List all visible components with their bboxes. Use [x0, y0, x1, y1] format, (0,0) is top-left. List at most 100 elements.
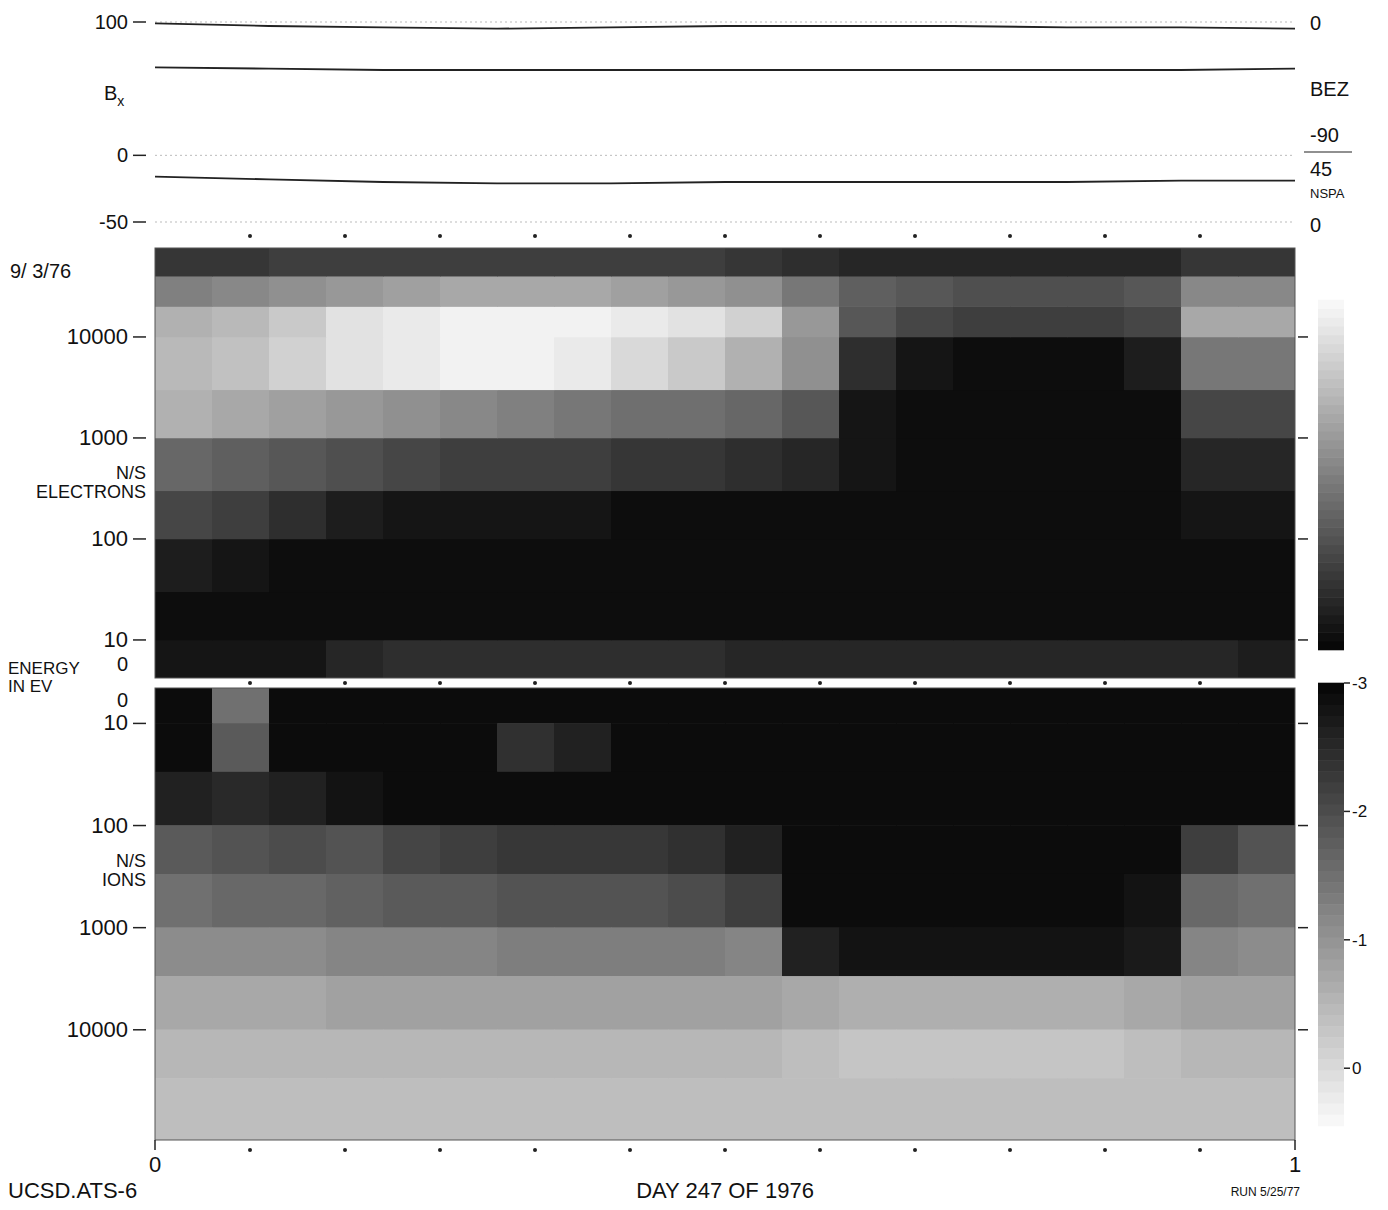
axis-title: DAY 247 OF 1976: [636, 1178, 814, 1203]
heat-cell: [497, 276, 555, 307]
heat-cell: [440, 927, 498, 976]
heat-cell: [782, 248, 840, 276]
heat-cell: [1181, 438, 1239, 491]
colorbar-step: [1318, 588, 1344, 597]
heat-cell: [1124, 688, 1182, 724]
colorbar-step: [1318, 501, 1344, 510]
heat-cell: [839, 927, 897, 976]
figure: -500100Bx0BEZ-9045NSPA0101001000100000N/…: [0, 0, 1388, 1210]
colorbar-step: [1318, 971, 1344, 983]
heat-cell: [269, 976, 327, 1030]
heat-cell: [554, 976, 612, 1030]
heat-cell: [725, 1029, 783, 1078]
heat-cell: [269, 874, 327, 928]
heat-cell: [953, 490, 1011, 539]
tick-dot: [628, 681, 632, 685]
heat-cell: [269, 306, 327, 337]
heat-cell: [440, 723, 498, 772]
heat-cell: [1067, 591, 1125, 640]
heat-cell: [1010, 1029, 1068, 1078]
heat-cell: [1010, 927, 1068, 976]
heat-cell: [383, 1078, 441, 1140]
colorbar-step: [1318, 317, 1344, 326]
heat-cell: [440, 248, 498, 276]
heat-cell: [1181, 688, 1239, 724]
tick-dot: [343, 1148, 347, 1152]
heat-cell: [383, 688, 441, 724]
heat-cell: [1181, 248, 1239, 276]
heat-cell: [1067, 976, 1125, 1030]
heat-cell: [1238, 640, 1295, 678]
heat-cell: [1067, 248, 1125, 276]
heat-cell: [839, 1078, 897, 1140]
heat-cell: [326, 874, 384, 928]
heat-cell: [782, 276, 840, 307]
heat-cell: [1181, 1029, 1239, 1078]
heat-cell: [497, 248, 555, 276]
heat-cell: [326, 688, 384, 724]
heat-cell: [839, 490, 897, 539]
colorbar-step: [1318, 448, 1344, 457]
grid-line: [155, 22, 1295, 23]
colorbar-step: [1318, 1037, 1344, 1049]
heat-cell: [212, 438, 270, 491]
heat-cell: [1238, 276, 1295, 307]
heat-cell: [1010, 490, 1068, 539]
heat-cell: [953, 389, 1011, 438]
heat-cell: [896, 591, 954, 640]
heat-cell: [1010, 539, 1068, 592]
colorbar-step: [1318, 871, 1344, 883]
heat-cell: [953, 1029, 1011, 1078]
heat-cell: [440, 389, 498, 438]
heat-cell: [497, 389, 555, 438]
heat-cell: [212, 306, 270, 337]
heat-cell: [1124, 389, 1182, 438]
heat-cell: [554, 248, 612, 276]
heat-cell: [611, 723, 669, 772]
heat-cell: [1238, 825, 1295, 874]
heat-cell: [383, 490, 441, 539]
heat-cell: [782, 927, 840, 976]
heat-cell: [1124, 337, 1182, 390]
colorbar-step: [1318, 492, 1344, 501]
heat-cell: [497, 874, 555, 928]
heat-cell: [212, 539, 270, 592]
heat-cell: [839, 591, 897, 640]
heat-cell: [1238, 688, 1295, 724]
colorbar-step: [1318, 904, 1344, 916]
heat-cell: [611, 825, 669, 874]
heat-cell: [326, 825, 384, 874]
colorbar-step: [1318, 1070, 1344, 1082]
heat-cell: [1010, 1078, 1068, 1140]
tick-dot: [248, 1148, 252, 1152]
axis-title-part: B: [104, 82, 117, 104]
tick: [133, 723, 146, 725]
heat-cell: [554, 306, 612, 337]
heat-cell: [896, 248, 954, 276]
heat-cell: [212, 927, 270, 976]
tick-label: 100: [95, 11, 128, 33]
colorbar-step: [1318, 805, 1344, 817]
heat-cell: [497, 976, 555, 1030]
heat-cell: [782, 591, 840, 640]
heat-cell: [212, 1078, 270, 1140]
axis-title: N/SELECTRONS: [36, 463, 146, 502]
heat-cell: [326, 539, 384, 592]
heat-cell: [1010, 438, 1068, 491]
tick-dot: [913, 234, 917, 238]
heat-cell: [896, 389, 954, 438]
heat-cell: [782, 640, 840, 678]
colorbar-step: [1318, 326, 1344, 335]
heat-cell: [554, 539, 612, 592]
heat-cell: [326, 276, 384, 307]
heat-cell: [440, 874, 498, 928]
colorbar-step: [1318, 1092, 1344, 1104]
axis-title: N/SIONS: [102, 851, 146, 890]
heat-cell: [1124, 1078, 1182, 1140]
heat-cell: [1124, 874, 1182, 928]
heat-cell: [896, 976, 954, 1030]
heat-cell: [611, 688, 669, 724]
tick: [1298, 639, 1308, 641]
heat-cell: [611, 337, 669, 390]
heat-cell: [725, 591, 783, 640]
